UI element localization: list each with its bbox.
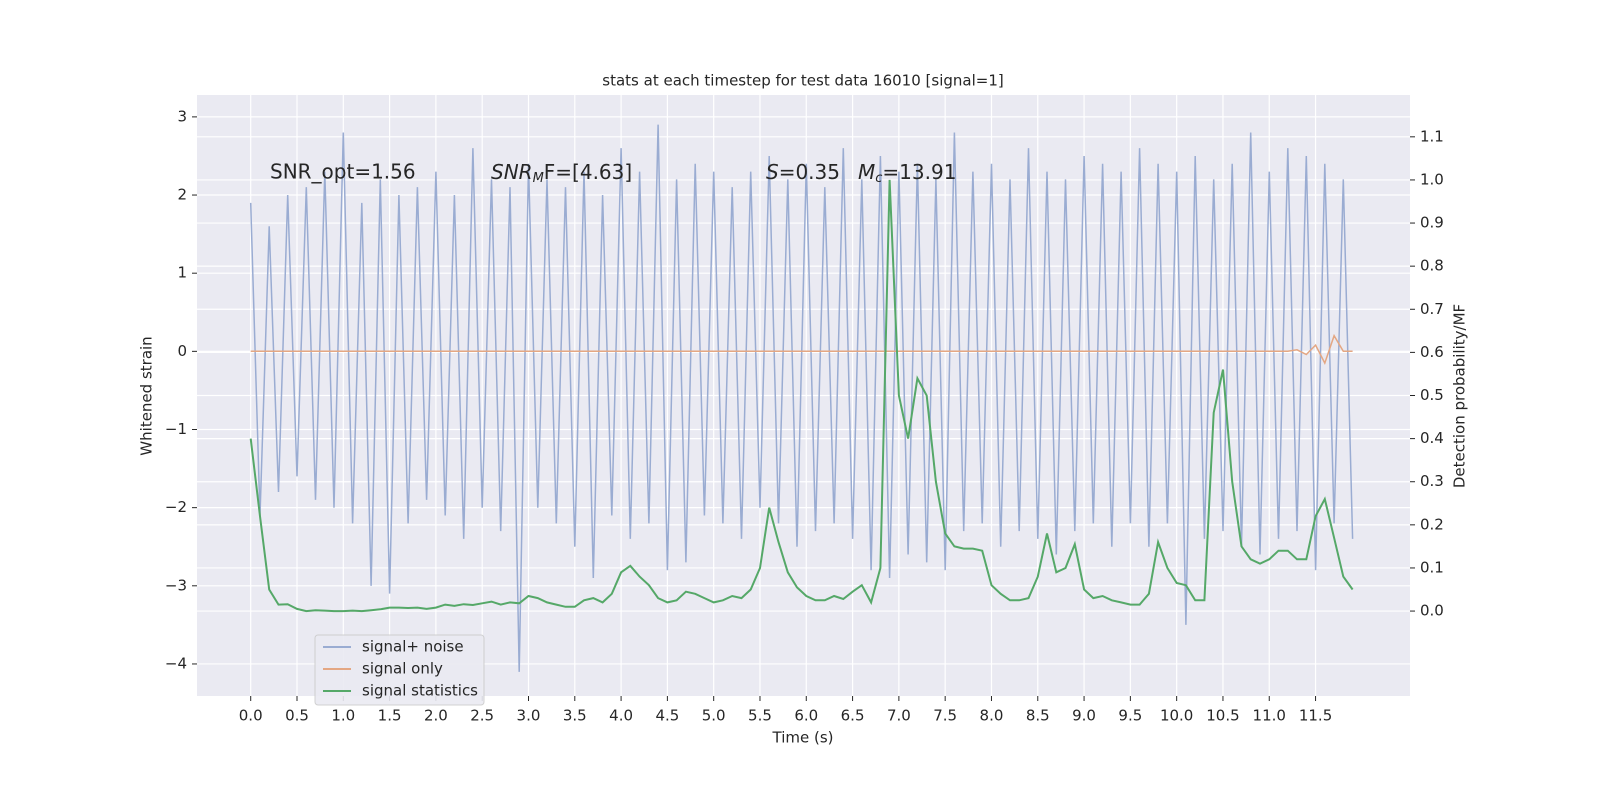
y-tick-label: −3 [165,576,187,594]
y-tick-label: 0 [177,342,187,360]
legend-label: signal+ noise [362,638,464,656]
x-tick-label: 5.0 [702,707,726,725]
annotation: SNRMF=[4.63] [491,160,632,186]
legend-label: signal statistics [362,682,478,700]
y2-tick-label: 0.4 [1420,429,1444,447]
y2-tick-label: 1.1 [1420,127,1444,145]
x-tick-label: 10.5 [1206,707,1239,725]
annotation-sub: M [533,171,544,186]
x-tick-label: 7.5 [933,707,957,725]
y2-tick-label: 0.9 [1420,214,1444,232]
y2-tick-label: 0.6 [1420,343,1444,361]
y2-tick-label: 1.0 [1420,170,1444,188]
x-tick-label: 0.0 [239,707,263,725]
annotation-rest: =13.91 [882,160,956,184]
x-tick-label: 9.5 [1118,707,1142,725]
y2-tick-label: 0.8 [1420,257,1444,275]
annotation-main: SNR [491,160,533,184]
legend-box [314,634,485,706]
annotation: SNR_opt=1.56 [270,160,416,184]
x-tick-label: 4.5 [655,707,679,725]
series-line [249,179,1354,613]
series-line [250,333,1353,366]
annotation-main: M [858,160,875,184]
x-tick-label: 6.0 [794,707,818,725]
y-tick-label: −1 [165,420,187,438]
x-axis-label: Time (s) [772,729,834,747]
annotation-main: S [766,160,779,184]
y2-tick-label: 0.1 [1420,558,1444,576]
y2-tick-label: 0.3 [1420,472,1444,490]
x-tick-label: 11.0 [1253,707,1286,725]
x-tick-label: 0.5 [285,707,309,725]
y-tick-label: −2 [165,498,187,516]
x-tick-label: 5.5 [748,707,772,725]
x-tick-label: 1.5 [378,707,402,725]
chart-title: stats at each timestep for test data 160… [602,72,1003,90]
x-tick-label: 9.0 [1072,707,1096,725]
x-tick-label: 1.0 [331,707,355,725]
annotation-rest: =0.35 [779,160,840,184]
y2-axis-label: Detection probability/MF [1451,304,1469,488]
x-tick-label: 3.5 [563,707,587,725]
y2-tick-label: 0.5 [1420,386,1444,404]
annotation-sub: c [875,171,882,186]
x-tick-label: 10.0 [1160,707,1193,725]
x-tick-label: 8.0 [980,707,1004,725]
y2-tick-label: 0.2 [1420,515,1444,533]
legend-label: signal only [362,660,443,678]
x-tick-label: 11.5 [1299,707,1332,725]
x-tick-label: 2.5 [470,707,494,725]
y-tick-label: −4 [165,654,187,672]
annotation: Mc=13.91 [858,160,956,186]
x-tick-label: 6.5 [841,707,865,725]
x-tick-label: 3.0 [517,707,541,725]
y2-tick-label: 0.7 [1420,300,1444,318]
x-tick-label: 8.5 [1026,707,1050,725]
x-tick-label: 2.0 [424,707,448,725]
y-tick-label: 3 [177,107,187,125]
y-tick-label: 2 [177,186,187,204]
annotation-rest: F=[4.63] [544,160,632,184]
series-line [249,124,1354,672]
x-tick-label: 7.0 [887,707,911,725]
x-tick-label: 4.0 [609,707,633,725]
y2-tick-label: 0.0 [1420,602,1444,620]
y-axis-label: Whitened strain [138,336,156,455]
annotation: S=0.35 [766,160,840,184]
y-tick-label: 1 [177,264,187,282]
